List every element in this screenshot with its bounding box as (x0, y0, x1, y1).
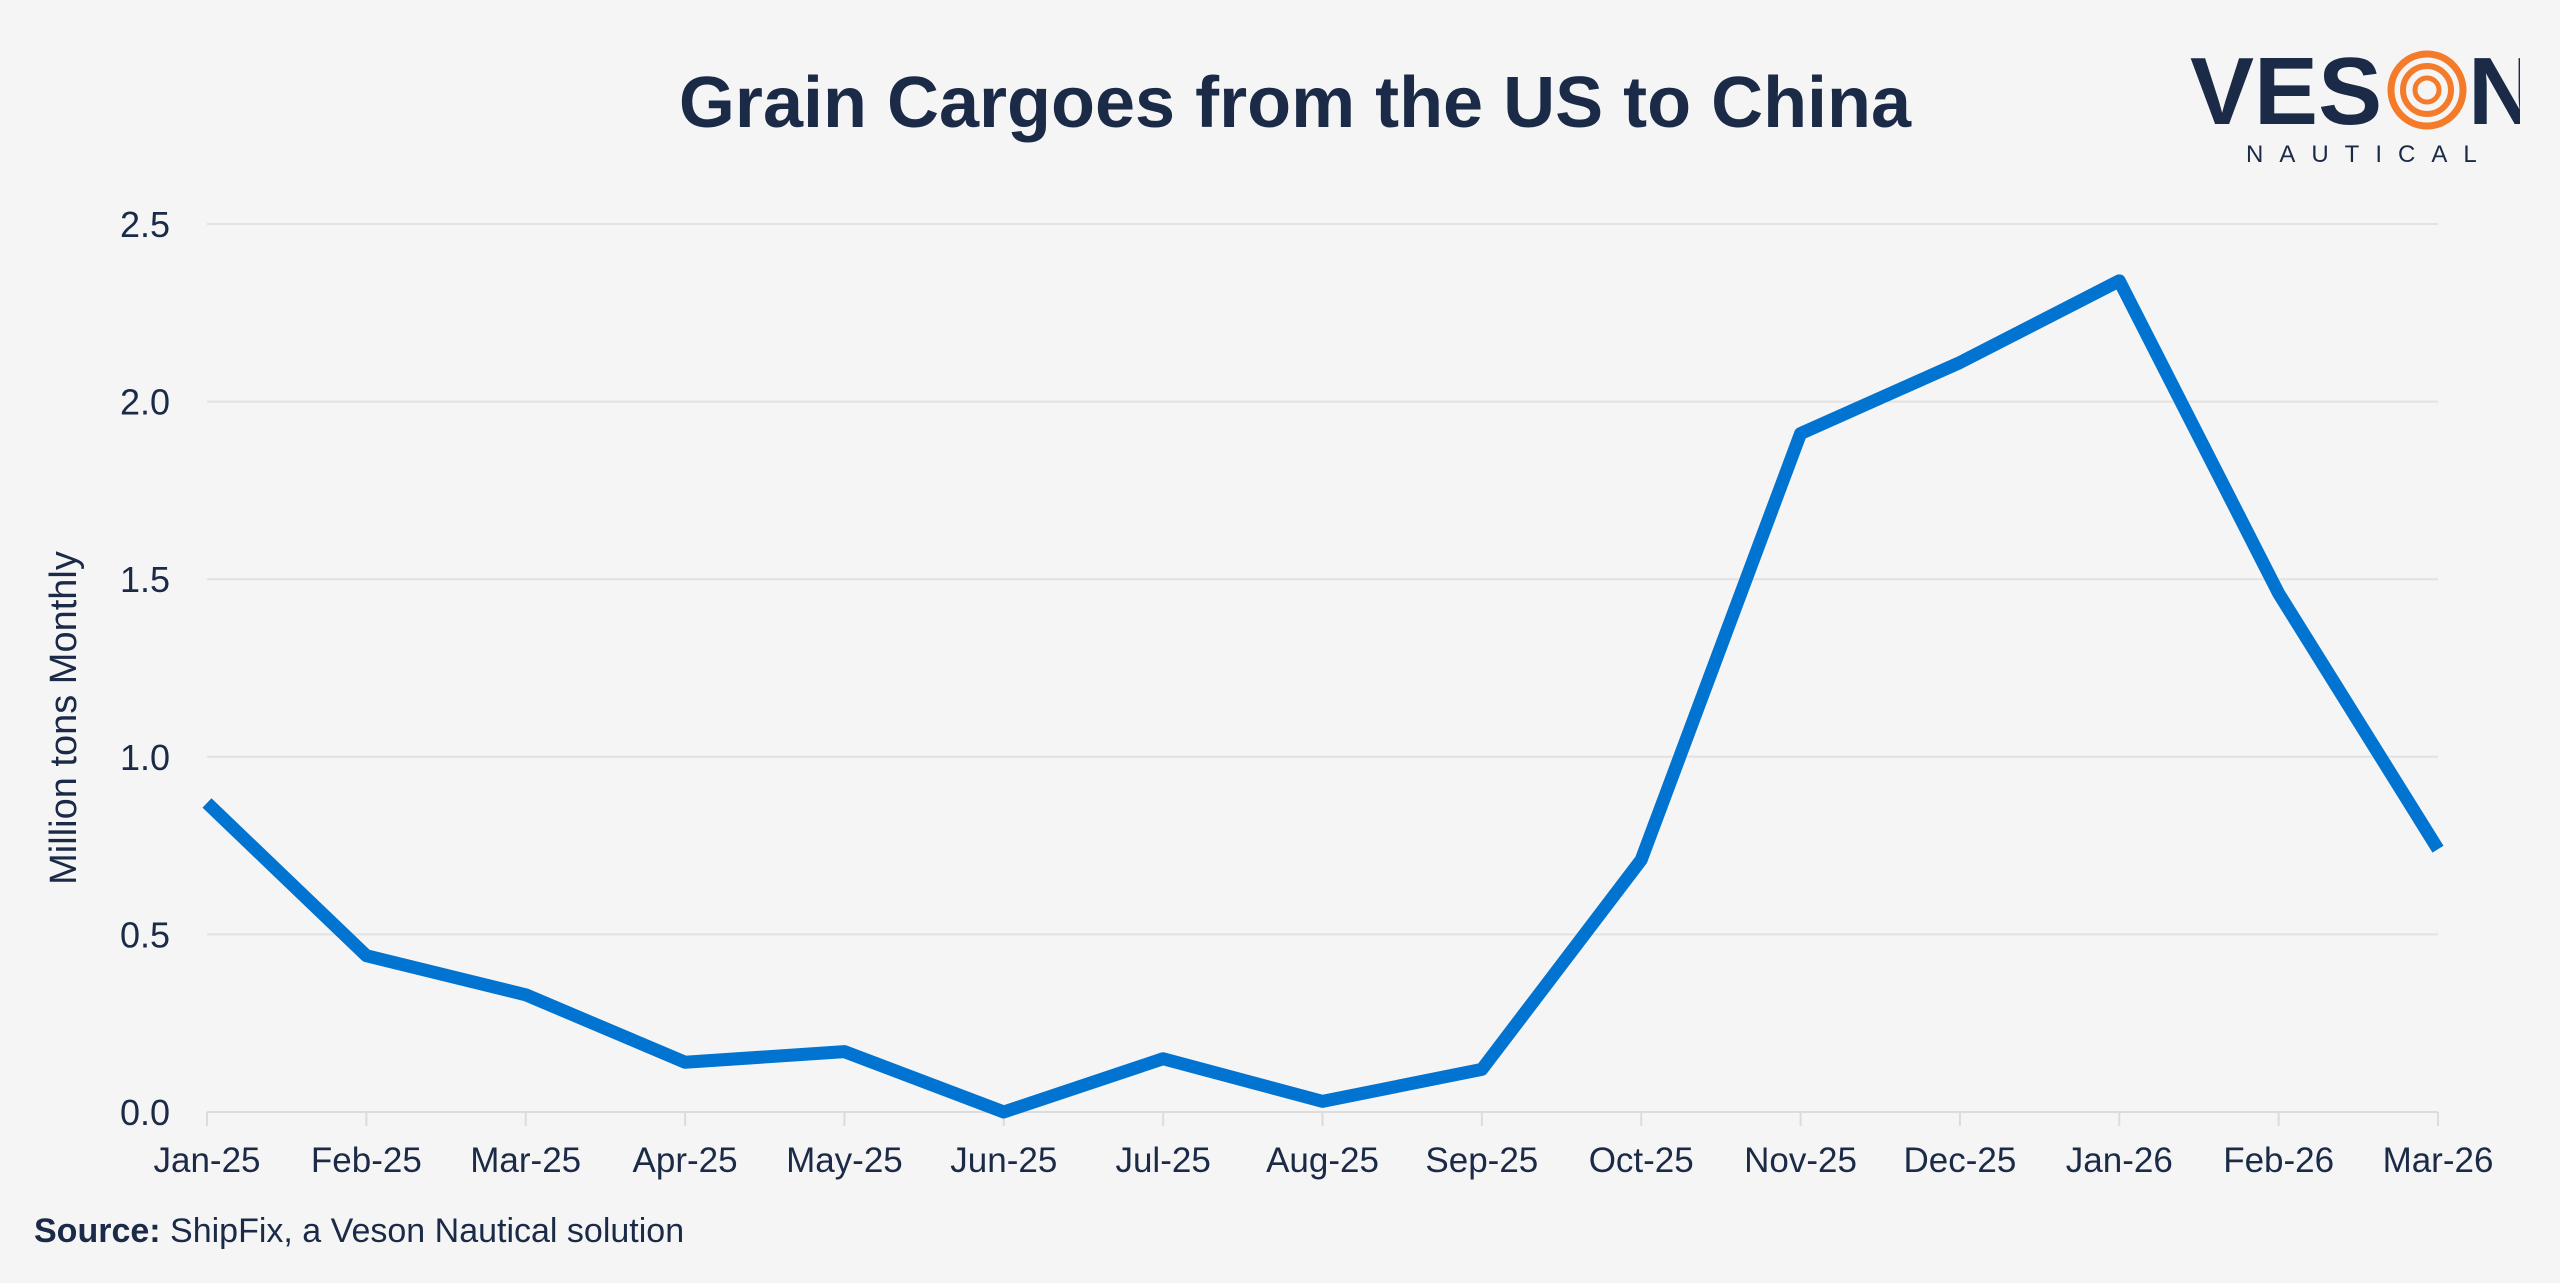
y-tick-label: 2.0 (120, 382, 170, 423)
svg-text:VES: VES (2190, 40, 2382, 145)
source-label: Source: (34, 1212, 161, 1250)
y-tick-label: 2.5 (120, 204, 170, 245)
y-tick-label: 1.5 (120, 559, 170, 600)
x-tick-label: Jun-25 (950, 1141, 1057, 1180)
x-tick-label: May-25 (786, 1141, 903, 1180)
x-tick-label: Aug-25 (1266, 1141, 1379, 1180)
x-tick-label: Mar-26 (2383, 1141, 2494, 1180)
x-tick-label: Feb-26 (2223, 1141, 2334, 1180)
chart-title: Grain Cargoes from the US to China (678, 63, 1912, 143)
x-tick-label: Apr-25 (633, 1141, 738, 1180)
series-line (202, 274, 2444, 1119)
source-text: ShipFix, a Veson Nautical solution (160, 1212, 685, 1250)
x-tick-label: Feb-25 (311, 1141, 422, 1180)
y-axis-label: Million tons Monthly (43, 551, 85, 885)
x-tick-label: Oct-25 (1589, 1141, 1694, 1180)
y-tick-label: 0.5 (120, 914, 170, 955)
svg-text:NAUTICAL: NAUTICAL (2246, 141, 2493, 168)
y-tick-label: 1.0 (120, 737, 170, 778)
y-tick-label: 0.0 (120, 1092, 170, 1133)
source-note: Source: ShipFix, a Veson Nautical soluti… (34, 1212, 684, 1251)
x-tick-label: Jul-25 (1115, 1141, 1210, 1180)
x-tick-label: Sep-25 (1425, 1141, 1538, 1180)
x-tick-label: Jan-25 (153, 1141, 260, 1180)
x-tick-label: Dec-25 (1904, 1141, 2017, 1180)
x-tick-label: Nov-25 (1744, 1141, 1857, 1180)
x-tick-label: Jan-26 (2066, 1141, 2173, 1180)
x-tick-label: Mar-25 (470, 1141, 581, 1180)
